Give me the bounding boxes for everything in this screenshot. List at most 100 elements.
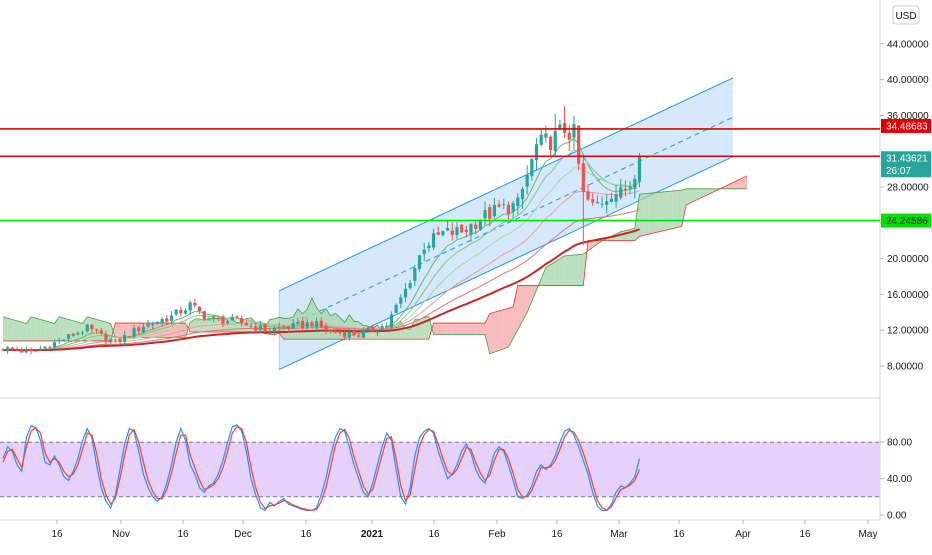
candle[interactable] xyxy=(609,192,613,203)
candle[interactable] xyxy=(497,200,501,208)
candle[interactable] xyxy=(403,283,408,303)
price-axis[interactable]: 8.0000012.0000016.0000020.0000024.000002… xyxy=(880,39,931,373)
candle[interactable] xyxy=(235,314,239,319)
candle[interactable] xyxy=(572,115,576,150)
level-badge[interactable]: 24.24586 xyxy=(881,213,931,228)
time-axis[interactable]: 16 Nov 16 Dec 16 2021 16 Feb 16 Mar 16 Apr 16 May xyxy=(51,520,877,540)
candle[interactable] xyxy=(329,330,333,334)
candle[interactable] xyxy=(553,113,557,156)
candle[interactable] xyxy=(57,337,61,344)
candle[interactable] xyxy=(525,165,529,195)
candle[interactable] xyxy=(539,128,543,147)
stoch-k-line[interactable] xyxy=(2,424,641,512)
candle[interactable] xyxy=(258,322,262,333)
candle[interactable] xyxy=(637,152,642,188)
candle[interactable] xyxy=(212,315,216,323)
candle[interactable] xyxy=(460,223,464,234)
candle[interactable] xyxy=(333,329,337,334)
candle[interactable] xyxy=(436,226,440,236)
candle[interactable] xyxy=(577,125,581,171)
candle[interactable] xyxy=(441,230,445,237)
candle[interactable] xyxy=(6,345,10,355)
candle[interactable] xyxy=(34,350,38,353)
candle[interactable] xyxy=(600,196,604,208)
candle[interactable] xyxy=(1,348,5,351)
candle[interactable] xyxy=(254,322,258,332)
candle[interactable] xyxy=(469,223,473,242)
candle[interactable] xyxy=(109,338,113,345)
candle[interactable] xyxy=(244,320,248,326)
candle[interactable] xyxy=(492,197,496,219)
candle[interactable] xyxy=(347,328,351,341)
candle[interactable] xyxy=(207,318,211,321)
candle[interactable] xyxy=(324,322,328,335)
candle[interactable] xyxy=(464,225,468,237)
candle[interactable] xyxy=(380,324,384,331)
candle[interactable] xyxy=(43,346,47,351)
candle[interactable] xyxy=(563,106,567,138)
candle[interactable] xyxy=(591,193,595,206)
candle[interactable] xyxy=(319,317,323,329)
candle[interactable] xyxy=(614,185,618,208)
candle[interactable] xyxy=(80,330,85,336)
candle[interactable] xyxy=(179,306,183,317)
candle[interactable] xyxy=(48,345,52,351)
candle[interactable] xyxy=(305,318,309,330)
candle[interactable] xyxy=(155,321,160,325)
candle[interactable] xyxy=(314,317,319,332)
candle[interactable] xyxy=(38,345,43,351)
candle[interactable] xyxy=(366,326,370,333)
candle[interactable] xyxy=(310,320,314,328)
candle[interactable] xyxy=(633,174,637,199)
candle[interactable] xyxy=(85,323,89,333)
candle[interactable] xyxy=(62,339,66,342)
candle[interactable] xyxy=(628,181,632,195)
candle[interactable] xyxy=(623,180,628,197)
candle[interactable] xyxy=(127,335,131,339)
candle[interactable] xyxy=(188,300,192,315)
candle[interactable] xyxy=(113,339,117,343)
candle[interactable] xyxy=(123,331,127,346)
candle[interactable] xyxy=(268,328,272,335)
candle[interactable] xyxy=(76,331,80,336)
candle[interactable] xyxy=(474,221,478,235)
candle[interactable] xyxy=(506,201,511,220)
candle[interactable] xyxy=(619,178,623,200)
candle[interactable] xyxy=(165,315,169,325)
candle[interactable] xyxy=(450,222,454,241)
candle[interactable] xyxy=(10,346,14,352)
candle[interactable] xyxy=(71,332,75,338)
candle[interactable] xyxy=(151,321,155,330)
candle[interactable] xyxy=(15,346,19,351)
candle[interactable] xyxy=(277,322,281,332)
candle[interactable] xyxy=(394,303,398,314)
candle[interactable] xyxy=(548,135,553,158)
candle[interactable] xyxy=(488,203,492,227)
candle[interactable] xyxy=(29,347,33,355)
stoch-d-line[interactable] xyxy=(2,426,641,512)
candle[interactable] xyxy=(118,338,122,344)
candle[interactable] xyxy=(389,311,394,330)
candle[interactable] xyxy=(534,138,539,171)
candle[interactable] xyxy=(291,319,295,330)
candle[interactable] xyxy=(230,313,234,322)
candle[interactable] xyxy=(52,339,57,350)
candle[interactable] xyxy=(586,184,590,202)
candle[interactable] xyxy=(431,228,436,251)
candle[interactable] xyxy=(263,323,267,332)
candle[interactable] xyxy=(595,195,599,204)
stochastic-pane[interactable] xyxy=(0,424,880,512)
candle[interactable] xyxy=(343,328,347,341)
candle[interactable] xyxy=(516,192,520,215)
candle[interactable] xyxy=(417,254,422,272)
candle[interactable] xyxy=(408,279,412,290)
candle[interactable] xyxy=(286,326,291,333)
candle[interactable] xyxy=(169,311,174,325)
candle[interactable] xyxy=(95,328,99,334)
candle[interactable] xyxy=(137,325,141,334)
candle[interactable] xyxy=(90,324,94,334)
candle[interactable] xyxy=(24,346,28,354)
